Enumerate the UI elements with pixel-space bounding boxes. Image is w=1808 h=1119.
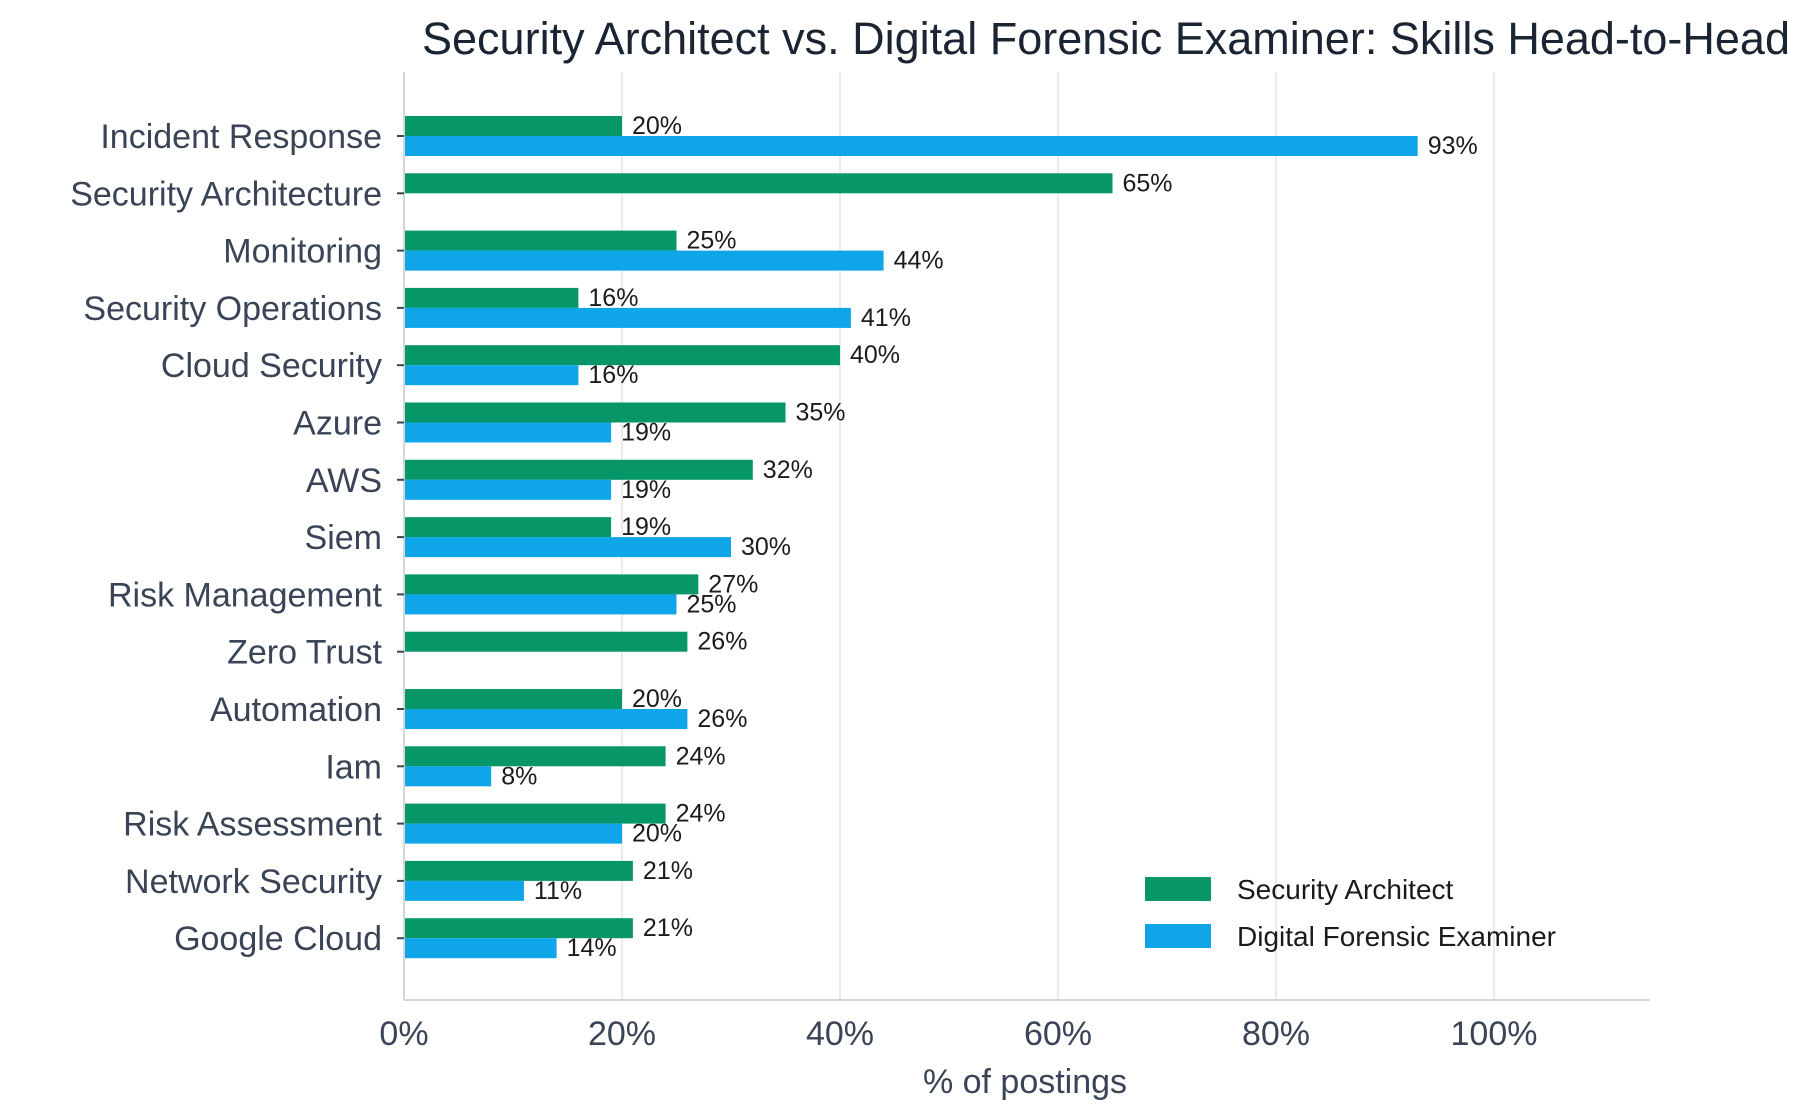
bar-security-architect	[404, 689, 622, 709]
bar-digital-forensic-examiner	[404, 422, 612, 443]
category-label: Security Architecture	[70, 175, 382, 213]
legend[interactable]: Security Architect Digital Forensic Exami…	[1145, 874, 1556, 952]
bar-digital-forensic-examiner	[404, 709, 688, 729]
bar-digital-forensic-examiner	[404, 823, 622, 844]
category-label: AWS	[306, 462, 382, 500]
x-tick-label: 60%	[1024, 1015, 1092, 1053]
data-label: 16%	[588, 361, 638, 389]
bar-digital-forensic-examiner	[404, 136, 1418, 156]
category-label: Risk Assessment	[123, 806, 382, 844]
data-label: 65%	[1123, 169, 1173, 197]
bar-security-architect	[404, 746, 666, 767]
bar-security-architect	[404, 345, 840, 366]
data-label: 25%	[687, 227, 737, 255]
data-label: 11%	[534, 877, 582, 905]
bar-digital-forensic-examiner	[404, 537, 731, 558]
category-label: Network Security	[125, 863, 382, 901]
data-label: 20%	[632, 820, 682, 848]
bars-layer	[404, 116, 1418, 959]
data-label: 24%	[676, 800, 726, 828]
bar-digital-forensic-examiner	[404, 938, 557, 959]
legend-item[interactable]: Digital Forensic Examiner	[1145, 921, 1556, 952]
category-label: Monitoring	[223, 233, 382, 271]
data-label: 93%	[1428, 132, 1478, 160]
bar-digital-forensic-examiner	[404, 594, 677, 615]
data-label: 41%	[861, 304, 911, 332]
bar-security-architect	[404, 173, 1113, 194]
category-label: Azure	[293, 405, 382, 443]
category-label: Zero Trust	[227, 634, 382, 672]
bar-digital-forensic-examiner	[404, 766, 492, 787]
category-label: Cloud Security	[161, 347, 382, 385]
legend-swatch	[1145, 924, 1211, 948]
data-label: 8%	[501, 762, 537, 790]
data-label: 35%	[796, 399, 846, 427]
data-label: 27%	[708, 570, 758, 598]
data-label: 25%	[687, 590, 737, 618]
category-label: Security Operations	[83, 290, 382, 328]
data-label: 16%	[588, 284, 638, 312]
data-label: 20%	[632, 685, 682, 713]
category-label: Risk Management	[108, 576, 383, 614]
labels-layer: Incident Response 20% 93% Security Architec…	[70, 112, 1478, 962]
data-label: 40%	[850, 341, 900, 369]
data-label: 20%	[632, 112, 682, 140]
x-tick-label: 0%	[379, 1015, 428, 1053]
data-label: 32%	[763, 456, 813, 484]
legend-item[interactable]: Security Architect	[1145, 874, 1454, 905]
data-label: 26%	[697, 705, 747, 733]
legend-label: Digital Forensic Examiner	[1237, 921, 1556, 952]
legend-label: Security Architect	[1237, 874, 1454, 905]
data-label: 19%	[621, 476, 671, 504]
category-label: Siem	[305, 519, 382, 557]
data-label: 44%	[894, 247, 944, 275]
bar-digital-forensic-examiner	[404, 307, 851, 328]
bar-digital-forensic-examiner	[404, 479, 612, 500]
data-label: 26%	[697, 628, 747, 656]
bar-security-architect	[404, 402, 786, 423]
chart-title: Security Architect vs. Digital Forensic …	[422, 13, 1790, 64]
category-label: Automation	[210, 691, 382, 729]
legend-swatch	[1145, 877, 1211, 901]
x-tick-label: 20%	[588, 1015, 656, 1053]
x-tick-label: 40%	[806, 1015, 874, 1053]
category-label: Iam	[325, 748, 382, 786]
bar-security-architect	[404, 803, 666, 824]
data-label: 21%	[643, 914, 693, 942]
bar-security-architect	[404, 918, 633, 939]
data-label: 19%	[621, 419, 671, 447]
bar-security-architect	[404, 116, 622, 136]
bar-security-architect	[404, 459, 753, 480]
category-label: Incident Response	[100, 118, 382, 156]
data-label: 14%	[567, 934, 617, 962]
x-tick-label: 80%	[1242, 1015, 1310, 1053]
data-label: 24%	[676, 742, 726, 770]
axis-layer: 0% 20% 40% 60% 80% 100%	[379, 72, 1650, 1053]
bar-security-architect	[404, 287, 579, 308]
data-label: 19%	[621, 513, 671, 541]
category-label: Google Cloud	[174, 920, 382, 958]
bar-digital-forensic-examiner	[404, 880, 524, 901]
bar-security-architect	[404, 574, 699, 595]
bar-digital-forensic-examiner	[404, 250, 884, 271]
bar-security-architect	[404, 860, 633, 881]
x-axis-title: % of postings	[923, 1063, 1127, 1101]
data-label: 21%	[643, 857, 693, 885]
bar-security-architect	[404, 631, 688, 652]
x-tick-label: 100%	[1451, 1015, 1538, 1053]
bar-security-architect	[404, 517, 612, 538]
data-label: 30%	[741, 533, 791, 561]
bar-security-architect	[404, 230, 677, 251]
bar-digital-forensic-examiner	[404, 365, 579, 386]
